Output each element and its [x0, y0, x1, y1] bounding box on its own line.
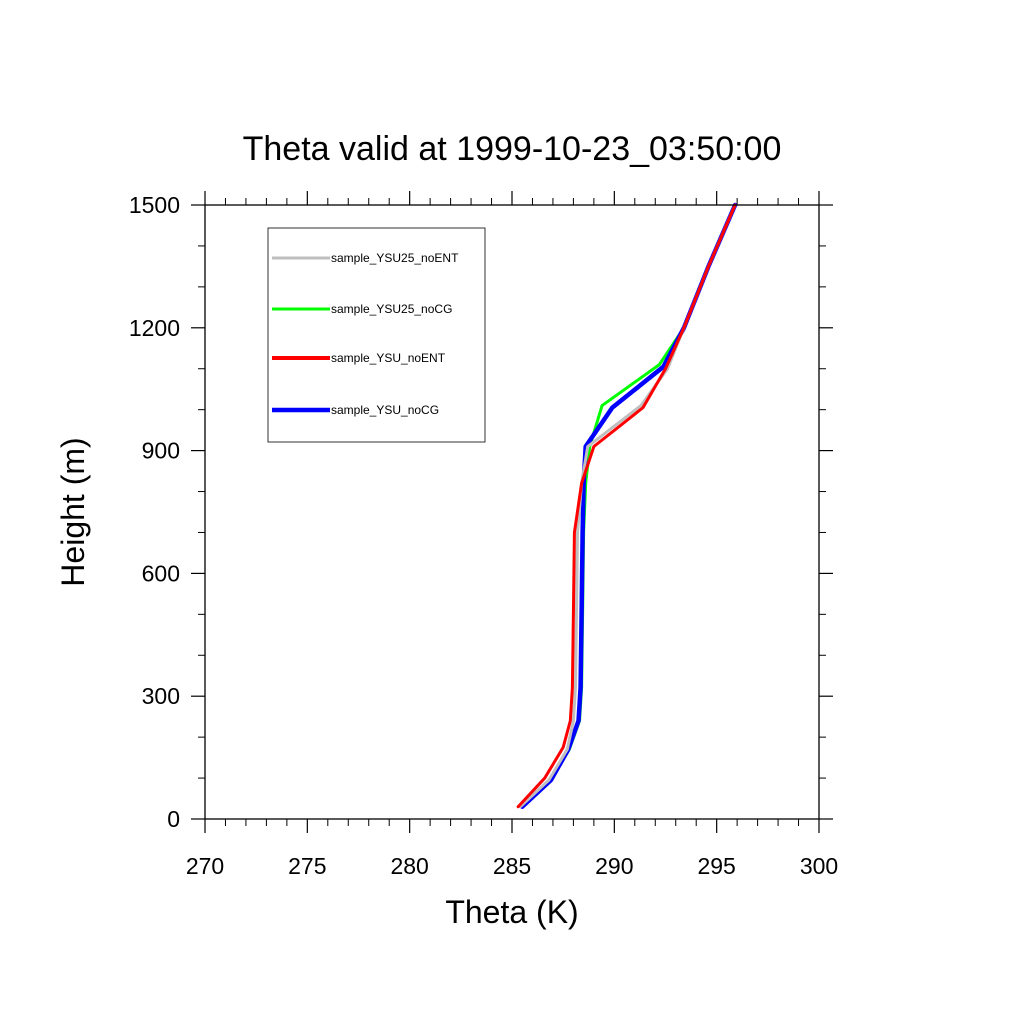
x-tick-label: 285 [493, 853, 531, 879]
series-layer [516, 202, 738, 809]
legend-label-sample-ysu25-nocg: sample_YSU25_noCG [331, 302, 452, 316]
x-tick-label: 290 [595, 853, 633, 879]
x-axis-label: Theta (K) [445, 894, 578, 930]
x-tick-label: 295 [697, 853, 735, 879]
y-tick-label: 600 [142, 560, 180, 586]
ticks-layer: 270 275 280 285 290 295 300 0 300 600 900 1200 1500 [129, 191, 838, 879]
legend-label-sample-ysu25-noent: sample_YSU25_noENT [331, 251, 459, 265]
y-tick-label: 1200 [129, 315, 180, 341]
chart-title: Theta valid at 1999-10-23_03:50:00 [243, 130, 782, 168]
x-tick-label: 270 [186, 853, 224, 879]
x-tick-label: 275 [288, 853, 326, 879]
y-tick-label: 300 [142, 683, 180, 709]
legend-box [267, 227, 486, 443]
legend-label-sample-ysu-noent: sample_YSU_noENT [331, 351, 446, 365]
legend-label-sample-ysu-nocg: sample_YSU_noCG [331, 403, 439, 417]
y-axis-label: Height (m) [55, 437, 91, 586]
x-tick-label: 300 [800, 853, 838, 879]
y-tick-label: 900 [142, 438, 180, 464]
series-line-sample-ysu25-nocg [520, 203, 737, 809]
legend: sample_YSU25_noENT sample_YSU25_noCGsampl… [267, 227, 486, 443]
series-line-sample-ysu25-noent [518, 203, 737, 809]
series-line-sample-ysu-nocg [519, 202, 738, 809]
series-line-sample-ysu-noent [516, 203, 737, 809]
plot-frame [204, 204, 820, 820]
x-tick-label: 280 [390, 853, 428, 879]
y-tick-label: 1500 [129, 192, 180, 218]
y-tick-label: 0 [167, 806, 180, 832]
